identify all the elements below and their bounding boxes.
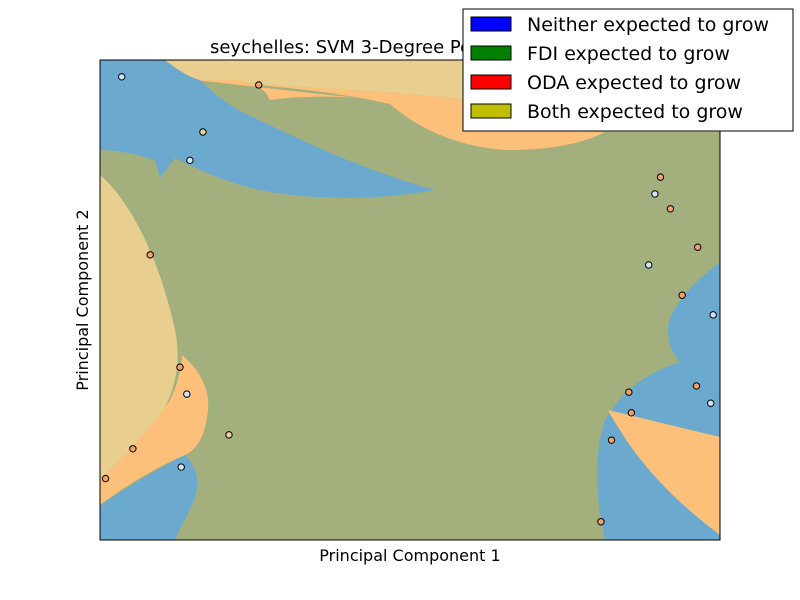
legend-box (462, 8, 794, 132)
region-oda (608, 410, 720, 535)
scatter-point (678, 291, 686, 299)
region-oda (195, 60, 720, 150)
legend-swatch (470, 74, 512, 90)
scatter-point (693, 243, 702, 251)
plot-area (100, 60, 720, 540)
scatter-point (627, 409, 636, 417)
scatter-point (177, 463, 185, 471)
scatter-point (607, 436, 616, 444)
legend-label: ODA expected to grow (527, 72, 741, 94)
region-both (100, 175, 178, 480)
legend-label: Neither expected to grow (527, 14, 769, 36)
scatter-point (656, 173, 665, 181)
scatter-point (597, 518, 605, 526)
scatter-point (255, 81, 263, 89)
scatter-point (709, 311, 717, 319)
scatter-point (118, 73, 126, 81)
legend-swatch (470, 45, 512, 61)
scatter-point (651, 190, 659, 198)
plot-frame (99, 59, 721, 541)
scatter-point (225, 431, 233, 439)
region-neither (597, 262, 720, 540)
scatter-point (183, 390, 191, 398)
legend: Neither expected to grow FDI expected to … (462, 8, 794, 132)
region-neither (100, 60, 435, 198)
scatter-point (199, 128, 207, 136)
region-neither (100, 455, 198, 540)
scatter-point (692, 382, 701, 390)
legend-swatch (470, 16, 512, 32)
scatter-point (186, 156, 194, 165)
scatter-point (625, 388, 633, 396)
x-axis-label: Principal Component 1 (319, 546, 500, 565)
scatter-point (645, 261, 653, 269)
y-axis-label: Principal Component 2 (73, 209, 92, 390)
scatter-points (101, 73, 717, 526)
scatter-point (707, 399, 715, 407)
scatter-point (146, 251, 154, 259)
legend-label: FDI expected to grow (527, 43, 730, 65)
region-oda (100, 355, 209, 505)
region-oda (195, 79, 360, 100)
scatter-point (176, 363, 184, 371)
legend-swatch (470, 103, 512, 119)
scatter-point (129, 445, 137, 453)
scatter-point (101, 474, 110, 483)
scatter-point (666, 205, 675, 213)
legend-label: Both expected to grow (527, 101, 743, 123)
